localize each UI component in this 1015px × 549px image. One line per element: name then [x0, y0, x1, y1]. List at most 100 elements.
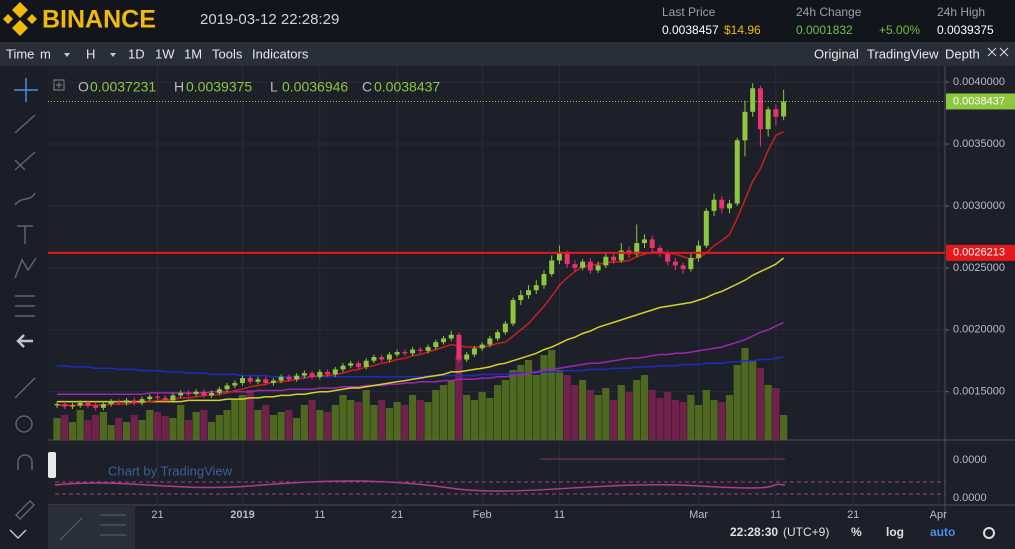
scale-button[interactable]: auto — [930, 525, 955, 539]
candle-body — [116, 401, 122, 403]
toolbar-button[interactable]: Tools — [212, 46, 243, 61]
sub-tick-label: 0.0000 — [953, 454, 987, 466]
moving-average — [57, 321, 784, 395]
x-tick-label: 11 — [554, 509, 565, 521]
pattern-tool[interactable] — [14, 257, 37, 279]
volume-bar — [548, 350, 556, 440]
candle-body — [657, 248, 663, 253]
back-tool[interactable] — [16, 334, 33, 348]
settings-icon[interactable] — [983, 527, 995, 539]
volume-bar — [478, 392, 486, 440]
volume-bar — [177, 405, 185, 440]
candle-body — [100, 404, 106, 408]
volume-bar — [215, 415, 223, 440]
ohlc-value: 0.0038437 — [374, 79, 440, 95]
view-button[interactable]: Depth — [945, 46, 980, 61]
candle-body — [502, 323, 508, 333]
toolbar-button[interactable]: Indicators — [252, 46, 309, 61]
candle-body — [727, 203, 733, 209]
volume-bar — [664, 392, 672, 440]
volume-bar — [602, 388, 610, 440]
candle-body — [603, 256, 609, 266]
volume-bar — [347, 400, 355, 440]
candle-body — [564, 253, 570, 265]
candle-body — [425, 347, 431, 351]
last-price-label: 0.0038437 — [953, 95, 1005, 107]
tool-icons — [14, 78, 38, 521]
candle-body — [441, 338, 446, 343]
legend-plus — [56, 82, 62, 88]
lock-tool[interactable] — [14, 499, 36, 521]
y-tick-label: 0.0025000 — [953, 262, 1005, 274]
candle-body — [587, 261, 593, 271]
scale-button[interactable]: % — [851, 525, 862, 539]
moving-average — [57, 356, 784, 378]
candle-body — [386, 354, 392, 360]
candle-body — [641, 239, 647, 244]
price-tag-label: 0.0026213 — [953, 247, 1005, 259]
toolbar-button[interactable]: m — [40, 46, 51, 61]
collapse[interactable] — [9, 529, 27, 540]
volume-bar — [772, 388, 780, 440]
measure-tool[interactable] — [14, 377, 36, 399]
volume-bar — [362, 390, 370, 440]
dropdown-arrow — [64, 53, 70, 57]
candle-body — [93, 405, 99, 408]
candle-body — [526, 290, 532, 296]
view-button[interactable]: Original — [814, 46, 859, 61]
candle-body — [672, 261, 678, 266]
zoom-tool[interactable] — [15, 415, 33, 433]
view-button[interactable]: TradingView — [867, 46, 939, 61]
candle-body — [688, 257, 694, 270]
volume-bar — [470, 400, 479, 440]
candle-body — [332, 369, 338, 375]
drawing-tools — [0, 66, 48, 549]
candle-body — [139, 399, 145, 403]
toolbar-button[interactable]: Time — [6, 46, 34, 61]
volume-bar — [285, 410, 293, 440]
toolbar-button[interactable]: H — [86, 46, 95, 61]
fib-tool[interactable] — [14, 151, 36, 171]
watermark: Chart by TradingView — [108, 463, 233, 478]
candle-body — [410, 349, 416, 354]
ohlc-key: H — [174, 79, 184, 95]
toolbar-button[interactable]: 1D — [128, 46, 145, 61]
prediction-tool[interactable] — [15, 295, 35, 317]
volume-bar — [749, 360, 757, 440]
candle-body — [209, 392, 215, 396]
candle-body — [611, 256, 617, 261]
line-tool[interactable] — [14, 114, 36, 134]
volume-bar — [99, 412, 107, 440]
legend-toggle[interactable] — [53, 79, 65, 91]
volume-bar — [702, 390, 710, 440]
candle-body — [309, 373, 315, 377]
text-tool[interactable] — [17, 225, 33, 244]
candle-body — [301, 373, 307, 376]
fullscreen[interactable] — [987, 47, 1009, 57]
toolbar-button[interactable]: 1W — [155, 46, 175, 61]
candle-body — [433, 342, 439, 348]
volume-bar — [161, 416, 169, 440]
ohlc-value: 0.0037231 — [90, 79, 156, 95]
candle-body — [773, 109, 779, 117]
volume-bar — [184, 420, 193, 440]
candle-body — [781, 101, 787, 117]
toolbar-button[interactable]: 1M — [184, 46, 202, 61]
volume-bar — [532, 375, 540, 440]
volume-bar — [200, 410, 208, 440]
scale-button[interactable]: log — [886, 525, 904, 539]
volume-bar — [223, 410, 231, 440]
volume-bar — [277, 412, 285, 440]
candle-body — [757, 88, 763, 130]
candle-body — [108, 401, 114, 405]
y-tick-label: 0.0030000 — [953, 200, 1005, 212]
crosshair-tool[interactable] — [14, 78, 38, 102]
magnet-tool[interactable] — [17, 454, 33, 470]
brush-tool[interactable] — [14, 192, 36, 206]
volume-bar — [254, 410, 262, 440]
volume-bar — [764, 385, 772, 440]
volume-bar — [463, 395, 471, 440]
volume-bar — [555, 370, 564, 440]
